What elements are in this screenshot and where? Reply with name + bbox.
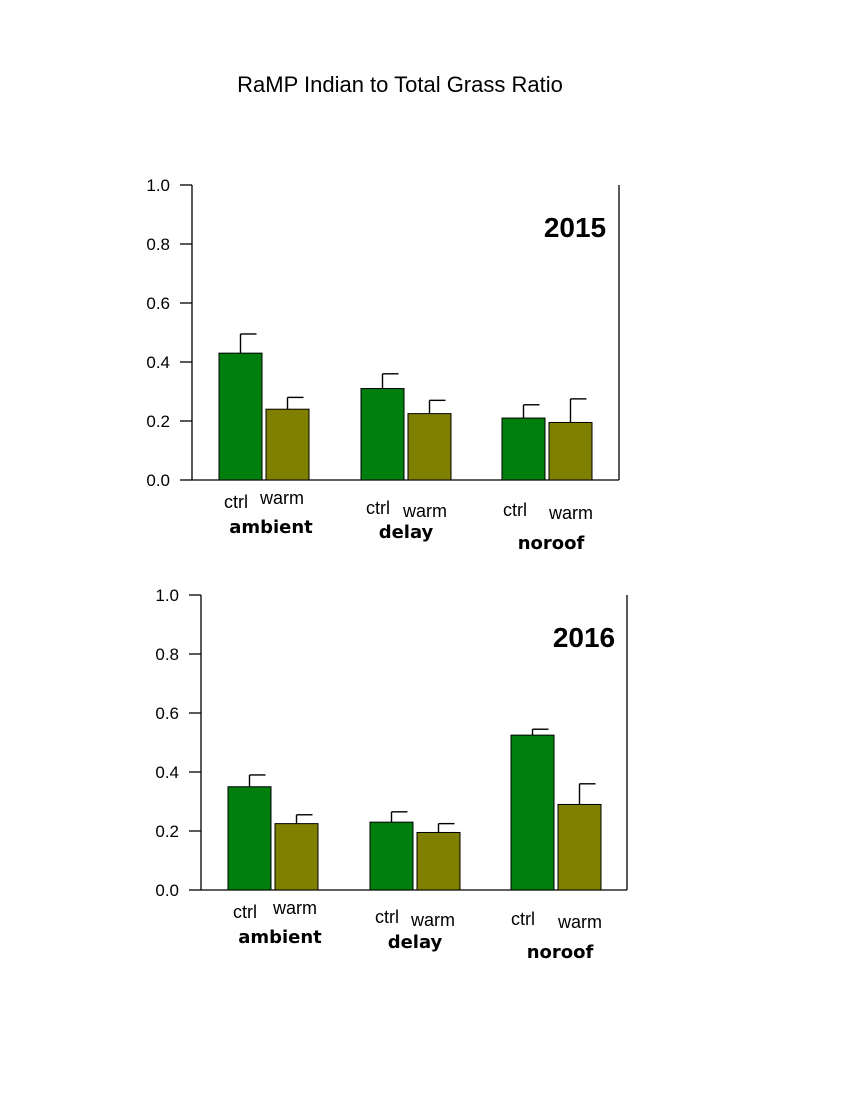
- panel-2016-bar-ambient-ctrl: [227, 786, 272, 891]
- panel-2015-condition-label: ctrl: [503, 500, 527, 520]
- panel-2015-bar-noroof-warm: [548, 421, 593, 481]
- panel-2016-condition-label: warm: [272, 898, 317, 918]
- panel-2016-condition-label: warm: [557, 912, 602, 932]
- panel-2015-y-tick-label: 0.2: [146, 412, 170, 431]
- panel-2015-bar-delay-warm: [407, 413, 452, 481]
- panel-2015-bar-ambient-ctrl: [218, 352, 263, 481]
- panel-2015-bar-ambient-warm: [265, 408, 310, 481]
- panel-2016-y-tick-label: 0.4: [155, 763, 179, 782]
- panel-2016-y-tick-label: 1.0: [155, 586, 179, 605]
- panel-2016-year-label: 2016: [553, 622, 615, 653]
- panel-2016-group-label-ambient: ambient: [238, 927, 322, 948]
- panel-2016-group-label-delay: delay: [388, 932, 443, 953]
- panel-2016-bar-delay-warm: [416, 831, 461, 891]
- panel-2015-y-tick-label: 1.0: [146, 176, 170, 195]
- panel-2015-group-label-ambient: ambient: [229, 517, 313, 538]
- panel-2016-group-label-noroof: noroof: [527, 942, 594, 963]
- panel-2015-condition-label: ctrl: [224, 492, 248, 512]
- panel-2016-condition-label: ctrl: [233, 902, 257, 922]
- panel-2015-y-tick-label: 0.4: [146, 353, 170, 372]
- panel-2016-bar-noroof-ctrl: [510, 734, 555, 891]
- panel-2016-bar-ambient-warm: [274, 823, 319, 891]
- panel-2015-condition-label: ctrl: [366, 498, 390, 518]
- panel-2015-condition-label: warm: [402, 501, 447, 521]
- panel-2015-bar-noroof-ctrl: [501, 417, 546, 481]
- panel-2016-y-tick-label: 0.2: [155, 822, 179, 841]
- panel-2015-condition-label: warm: [259, 488, 304, 508]
- page-title: RaMP Indian to Total Grass Ratio: [237, 72, 563, 97]
- panel-2015-y-tick-label: 0.8: [146, 235, 170, 254]
- panel-2016-bar-noroof-warm: [557, 803, 602, 891]
- panel-2015-group-label-delay: delay: [379, 522, 434, 543]
- panel-2016-condition-label: ctrl: [511, 909, 535, 929]
- panel-2016-y-tick-label: 0.8: [155, 645, 179, 664]
- panel-2016-y-tick-label: 0.6: [155, 704, 179, 723]
- panel-2015-y-tick-label: 0.6: [146, 294, 170, 313]
- panel-2015-group-label-noroof: noroof: [518, 533, 585, 554]
- panel-2016-condition-label: warm: [410, 910, 455, 930]
- panel-2015-condition-label: warm: [548, 503, 593, 523]
- panel-2015-y-tick-label: 0.0: [146, 471, 170, 490]
- panel-2016-bar-delay-ctrl: [369, 821, 414, 891]
- panel-2016-y-tick-label: 0.0: [155, 881, 179, 900]
- panel-2015-year-label: 2015: [544, 212, 606, 243]
- panel-2016-condition-label: ctrl: [375, 907, 399, 927]
- panel-2015-bar-delay-ctrl: [360, 388, 405, 481]
